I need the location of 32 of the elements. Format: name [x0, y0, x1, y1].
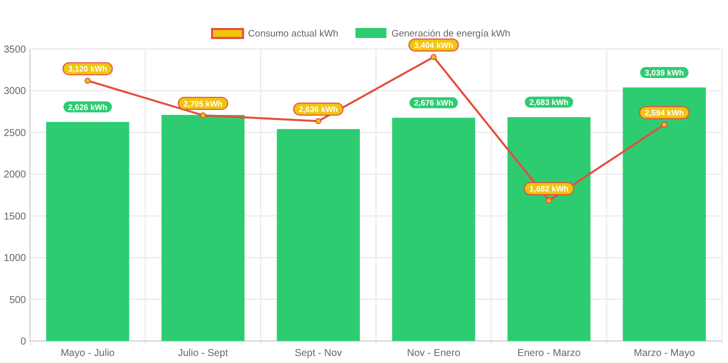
data-label: 3,404 kWh — [414, 41, 454, 50]
data-label: 3,039 kWh — [644, 68, 684, 78]
x-tick-label: Julio - Sept — [178, 348, 228, 359]
point — [430, 54, 437, 60]
y-tick-label: 2000 — [4, 170, 26, 181]
x-tick-label: Enero - Marzo — [517, 348, 582, 359]
data-label: 2,683 kWh — [529, 98, 569, 108]
data-label: 2,636 kWh — [298, 105, 338, 114]
y-tick-label: 3500 — [4, 44, 26, 56]
legend-label: Consumo actual kWh — [248, 28, 338, 40]
point — [661, 122, 668, 128]
point — [315, 118, 322, 124]
point — [200, 112, 206, 118]
point — [546, 198, 552, 204]
y-tick-label: 1000 — [4, 253, 26, 264]
y-tick-label: 2500 — [4, 128, 26, 139]
y-tick-label: 0 — [20, 336, 26, 348]
x-tick-label: Mayo - Julio — [60, 348, 116, 359]
point — [84, 78, 91, 84]
x-tick-label: Marzo - Mayo — [634, 348, 696, 359]
legend-label: Generación de energía kWh — [391, 28, 510, 40]
y-tick-label: 3000 — [4, 86, 26, 98]
data-label: 2,676 kWh — [414, 98, 454, 108]
x-tick-label: Nov - Enero — [406, 348, 461, 359]
x-tick-label: Sept - Nov — [294, 348, 342, 359]
data-label: 2,626 kWh — [68, 102, 108, 112]
y-tick-label: 1500 — [4, 211, 26, 222]
data-label: 2,594 kWh — [644, 108, 684, 118]
data-label: 3,120 kWh — [68, 64, 108, 74]
y-tick-label: 500 — [9, 294, 26, 306]
data-label: 2,705 kWh — [183, 99, 223, 108]
data-label: 1,682 kWh — [529, 184, 569, 194]
